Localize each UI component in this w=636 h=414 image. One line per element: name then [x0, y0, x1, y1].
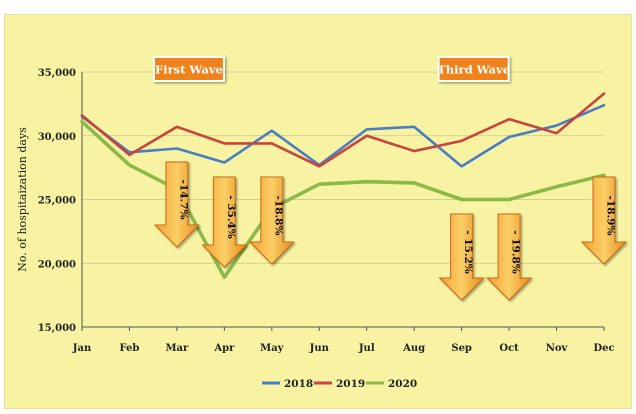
- decline-arrow: - 35.4%: [201, 176, 248, 268]
- decline-arrow-shape: [153, 161, 201, 248]
- decline-arrow-label: -18.9%: [605, 196, 617, 236]
- decline-arrow-shape: [485, 213, 533, 301]
- decline-arrow: -18.8%: [248, 176, 296, 265]
- x-tick-label: Jan: [72, 343, 92, 354]
- chart-background: [3, 13, 633, 410]
- x-tick-label: Feb: [119, 343, 139, 354]
- x-tick-label: Aug: [402, 343, 425, 354]
- legend-label: 2020: [388, 378, 417, 390]
- y-tick-label: 15,000: [38, 323, 76, 334]
- x-tick-label: May: [260, 343, 285, 354]
- y-tick-label: 20,000: [38, 259, 76, 270]
- wave-label: First Wave: [152, 56, 225, 82]
- x-tick-label: Sep: [451, 343, 472, 354]
- y-tick-label: 25,000: [38, 196, 76, 207]
- decline-arrow-label: -14.7%: [177, 180, 189, 220]
- y-axis-label: No. of hospitaization days: [16, 127, 29, 272]
- series-line-2019: [80, 92, 606, 168]
- x-tick-label: Apr: [213, 343, 235, 354]
- decline-arrow: - 15.2%: [438, 213, 485, 301]
- wave-label-text: First Wave: [155, 63, 223, 77]
- legend: 2018 2019 2020: [262, 378, 417, 390]
- annotations: First Wave Third Wave -14.7% - 35.4% -18.8% -…: [152, 56, 628, 301]
- line-chart: 15,000 20,000 25,000 30,000 35,000 Jan Feb Mar A…: [3, 13, 633, 410]
- wave-label: Third Wave: [437, 56, 510, 82]
- decline-arrow-label: - 15.2%: [462, 230, 474, 274]
- x-tick-label: Oct: [499, 343, 519, 354]
- decline-arrow: -18.9%: [580, 176, 628, 265]
- legend-label: 2018: [284, 378, 313, 390]
- decline-arrow-label: - 35.4%: [225, 195, 237, 239]
- decline-arrow-label: - 19.8%: [510, 230, 522, 274]
- decline-arrow-label: -18.8%: [272, 196, 284, 236]
- x-tick-label: Jun: [309, 343, 330, 354]
- series-line-2018: [80, 103, 606, 168]
- decline-arrow: - 19.8%: [485, 213, 533, 301]
- chart-container: 15,000 20,000 25,000 30,000 35,000 Jan Feb Mar A…: [3, 13, 633, 410]
- wave-label-text: Third Wave: [437, 63, 510, 77]
- legend-label: 2019: [336, 378, 365, 390]
- wave-label-box: [437, 56, 510, 82]
- wave-label-box: [152, 56, 225, 82]
- x-tick-label: Jul: [358, 343, 375, 354]
- x-tick-label: Nov: [546, 343, 569, 354]
- decline-arrow: -14.7%: [153, 161, 201, 248]
- decline-arrow-shape: [580, 176, 628, 265]
- y-tick-label: 35,000: [38, 68, 76, 79]
- decline-arrow-shape: [438, 213, 485, 301]
- y-tick-label: 30,000: [38, 132, 76, 143]
- x-tick-label: Dec: [593, 343, 614, 354]
- decline-arrow-shape: [201, 176, 248, 268]
- x-tick-label: Mar: [165, 343, 189, 354]
- decline-arrow-shape: [248, 176, 296, 265]
